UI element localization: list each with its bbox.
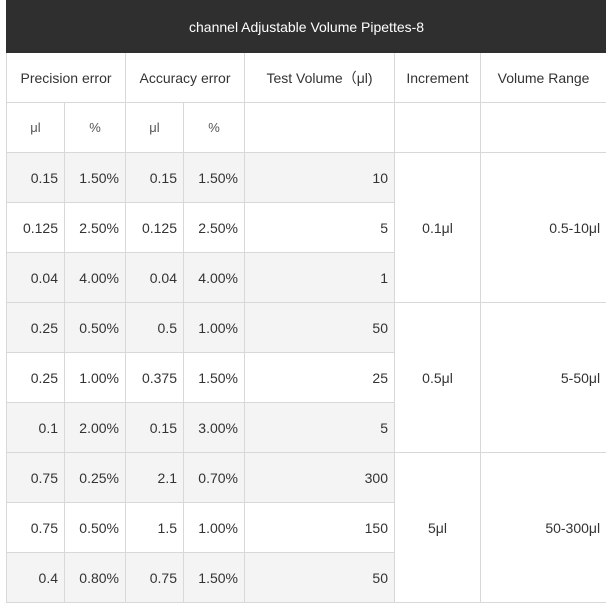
volume-range-unit-cell bbox=[479, 102, 606, 153]
precision-pct-cell: 1.50% bbox=[64, 152, 126, 203]
test-volume-unit-cell bbox=[244, 102, 395, 153]
accuracy-pct-cell: 4.00% bbox=[183, 252, 245, 303]
accuracy-ul-cell: 0.75 bbox=[125, 552, 184, 603]
precision-ul-cell: 0.04 bbox=[6, 252, 65, 303]
precision-pct-cell: 2.00% bbox=[64, 402, 126, 453]
test-volume-cell: 5 bbox=[244, 202, 395, 253]
precision-pct-cell: 4.00% bbox=[64, 252, 126, 303]
increment-cell: 5μl bbox=[394, 452, 481, 603]
table-row: 0.4 0.80% 0.75 1.50% 50 bbox=[6, 552, 606, 603]
accuracy-pct-cell: 1.00% bbox=[183, 502, 245, 553]
accuracy-pct-cell: 3.00% bbox=[183, 402, 245, 453]
accuracy-error-header: Accuracy error bbox=[125, 52, 245, 103]
table-row: 0.25 1.00% 0.375 1.50% 25 bbox=[6, 352, 606, 403]
increment-header: Increment bbox=[394, 52, 481, 103]
volume-range-cell: 5-50μl bbox=[479, 302, 606, 453]
precision-ul-cell: 0.15 bbox=[6, 152, 65, 203]
table-row: 0.15 1.50% 0.15 1.50% 10 0.1μl 0.5-10μl bbox=[6, 152, 606, 303]
increment-cell: 0.1μl bbox=[394, 152, 481, 303]
table-title: channel Adjustable Volume Pipettes-8 bbox=[5, 0, 606, 53]
accuracy-pct-unit: % bbox=[183, 102, 245, 153]
precision-pct-unit: % bbox=[64, 102, 126, 153]
volume-range-header: Volume Range bbox=[479, 52, 606, 103]
accuracy-pct-cell: 2.50% bbox=[183, 202, 245, 253]
accuracy-ul-cell: 0.04 bbox=[125, 252, 184, 303]
precision-ul-cell: 0.4 bbox=[6, 552, 65, 603]
precision-ul-cell: 0.25 bbox=[6, 302, 65, 353]
volume-range-cell: 50-300μl bbox=[479, 452, 606, 603]
precision-ul-unit: μl bbox=[6, 102, 65, 153]
volume-range-cell: 0.5-10μl bbox=[479, 152, 606, 303]
test-volume-cell: 50 bbox=[244, 552, 395, 603]
accuracy-ul-cell: 0.375 bbox=[125, 352, 184, 403]
precision-ul-cell: 0.75 bbox=[6, 502, 65, 553]
table-row: 0.25 0.50% 0.5 1.00% 50 0.5μl 5-50μl bbox=[6, 302, 606, 453]
table-row: 0.125 2.50% 0.125 2.50% 5 bbox=[6, 202, 606, 253]
test-volume-cell: 25 bbox=[244, 352, 395, 403]
accuracy-ul-cell: 0.125 bbox=[125, 202, 184, 253]
accuracy-ul-unit: μl bbox=[125, 102, 184, 153]
test-volume-header: Test Volume（μl) bbox=[244, 52, 395, 103]
precision-pct-cell: 0.80% bbox=[64, 552, 126, 603]
test-volume-cell: 150 bbox=[244, 502, 395, 553]
increment-unit-cell bbox=[394, 102, 481, 153]
table-body: 0.15 1.50% 0.15 1.50% 10 0.1μl 0.5-10μl … bbox=[6, 152, 606, 603]
table-row: 0.75 0.50% 1.5 1.00% 150 bbox=[6, 502, 606, 553]
accuracy-pct-cell: 1.50% bbox=[183, 152, 245, 203]
accuracy-ul-cell: 0.15 bbox=[125, 152, 184, 203]
table-row: 0.75 0.25% 2.1 0.70% 300 5μl 50-300μl bbox=[6, 452, 606, 603]
accuracy-pct-cell: 0.70% bbox=[183, 452, 245, 503]
test-volume-cell: 1 bbox=[244, 252, 395, 303]
increment-cell: 0.5μl bbox=[394, 302, 481, 453]
precision-pct-cell: 2.50% bbox=[64, 202, 126, 253]
precision-pct-cell: 1.00% bbox=[64, 352, 126, 403]
precision-pct-cell: 0.25% bbox=[64, 452, 126, 503]
table-row: 0.1 2.00% 0.15 3.00% 5 bbox=[6, 402, 606, 453]
accuracy-ul-cell: 0.15 bbox=[125, 402, 184, 453]
precision-pct-cell: 0.50% bbox=[64, 502, 126, 553]
accuracy-ul-cell: 1.5 bbox=[125, 502, 184, 553]
precision-ul-cell: 0.125 bbox=[6, 202, 65, 253]
test-volume-cell: 10 bbox=[244, 152, 395, 203]
pipette-spec-table: channel Adjustable Volume Pipettes-8 Pre… bbox=[5, 0, 606, 603]
precision-ul-cell: 0.1 bbox=[6, 402, 65, 453]
test-volume-cell: 5 bbox=[244, 402, 395, 453]
test-volume-cell: 50 bbox=[244, 302, 395, 353]
accuracy-pct-cell: 1.50% bbox=[183, 552, 245, 603]
accuracy-ul-cell: 0.5 bbox=[125, 302, 184, 353]
precision-ul-cell: 0.75 bbox=[6, 452, 65, 503]
test-volume-cell: 300 bbox=[244, 452, 395, 503]
accuracy-ul-cell: 2.1 bbox=[125, 452, 184, 503]
precision-pct-cell: 0.50% bbox=[64, 302, 126, 353]
precision-ul-cell: 0.25 bbox=[6, 352, 65, 403]
accuracy-pct-cell: 1.50% bbox=[183, 352, 245, 403]
accuracy-pct-cell: 1.00% bbox=[183, 302, 245, 353]
precision-error-header: Precision error bbox=[6, 52, 126, 103]
